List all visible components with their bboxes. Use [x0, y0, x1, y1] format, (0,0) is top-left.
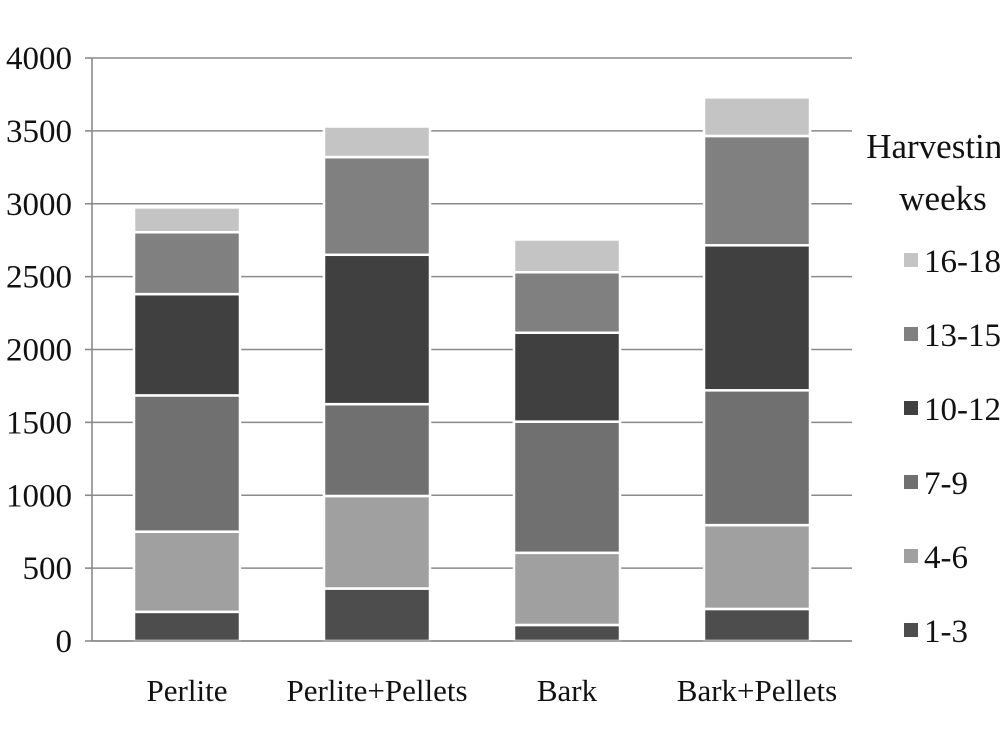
x-category-label: Perlite+Pellets — [286, 673, 467, 708]
bar-segment-16-18-Bark — [512, 238, 622, 274]
legend-swatch-10-12 — [904, 401, 918, 415]
legend-title-line-2: weeks — [899, 179, 986, 218]
bar-segment-13-15-Perlite — [132, 230, 242, 296]
y-tick-label: 1000 — [6, 478, 72, 514]
y-tick-label: 3000 — [6, 187, 72, 223]
bar-segment-1-3-Bark+Pellets — [702, 607, 812, 643]
legend-swatch-1-3 — [904, 623, 918, 637]
bar-segment-1-3-Perlite — [132, 610, 242, 643]
bars — [132, 96, 812, 643]
legend-label-4-6: 4-6 — [924, 540, 968, 576]
bar-segment-4-6-Perlite+Pellets — [322, 494, 432, 590]
legend-label-13-15: 13-15 — [924, 318, 1000, 354]
legend: Harvesting weeks 16-18 13-15 10-12 7-9 4-6 1-3 — [866, 127, 1000, 650]
x-axis: Perlite Perlite+Pellets Bark Bark+Pellets — [92, 640, 852, 708]
x-category-label: Perlite — [147, 673, 228, 708]
bar-segment-4-6-Perlite — [132, 530, 242, 614]
bar-segment-1-3-Perlite+Pellets — [322, 587, 432, 643]
bar-segment-4-6-Bark+Pellets — [702, 523, 812, 611]
y-tick-label: 2000 — [6, 333, 72, 369]
bar-segment-13-15-Bark+Pellets — [702, 134, 812, 247]
y-tick-label: 500 — [23, 551, 73, 587]
x-category-label: Bark+Pellets — [677, 673, 837, 708]
y-tick-label: 1500 — [6, 405, 72, 441]
bar-segment-10-12-Perlite+Pellets — [322, 253, 432, 406]
x-category-label: Bark — [537, 673, 598, 708]
bar-segment-7-9-Perlite — [132, 394, 242, 533]
bar-segment-16-18-Bark+Pellets — [702, 96, 812, 138]
legend-label-1-3: 1-3 — [924, 614, 968, 650]
y-tick-label: 2500 — [6, 260, 72, 296]
y-tick-label: 4000 — [6, 41, 72, 77]
legend-label-10-12: 10-12 — [924, 392, 1000, 428]
legend-swatch-4-6 — [904, 549, 918, 563]
bar-segment-1-3-Bark — [512, 623, 622, 643]
y-tick-label: 0 — [56, 624, 73, 660]
bar-segment-10-12-Perlite — [132, 292, 242, 397]
bar-segment-4-6-Bark — [512, 551, 622, 627]
y-axis: 0 500 1000 1500 2000 2500 3000 3500 4000 — [6, 41, 93, 660]
bar-segment-7-9-Bark+Pellets — [702, 389, 812, 527]
legend-swatch-7-9 — [904, 475, 918, 489]
bar-segment-10-12-Bark — [512, 331, 622, 423]
bar-segment-10-12-Bark+Pellets — [702, 244, 812, 392]
legend-swatch-13-15 — [904, 327, 918, 341]
y-tick-label: 3500 — [6, 114, 72, 150]
bar-segment-13-15-Bark — [512, 271, 622, 334]
bar-segment-7-9-Bark — [512, 420, 622, 555]
legend-label-16-18: 16-18 — [924, 244, 1000, 280]
legend-swatch-16-18 — [904, 253, 918, 267]
bar-segment-16-18-Perlite — [132, 206, 242, 234]
legend-title-line-1: Harvesting — [866, 127, 1000, 166]
legend-label-7-9: 7-9 — [924, 466, 968, 502]
bar-segment-13-15-Perlite+Pellets — [322, 155, 432, 257]
bar-segment-16-18-Perlite+Pellets — [322, 125, 432, 159]
bar-segment-7-9-Perlite+Pellets — [322, 402, 432, 498]
